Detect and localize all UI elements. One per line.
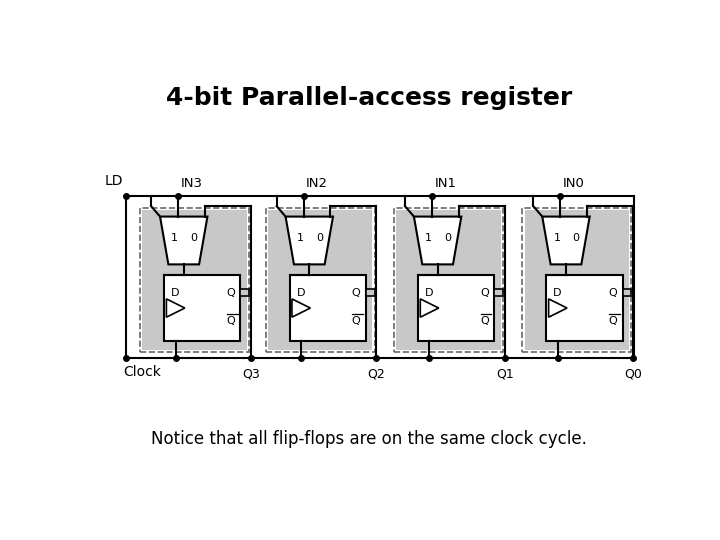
Bar — [240, 289, 249, 296]
Text: Q: Q — [226, 316, 235, 326]
Bar — [143, 210, 247, 350]
Bar — [268, 210, 372, 350]
Polygon shape — [414, 217, 462, 265]
Polygon shape — [286, 217, 333, 265]
Bar — [546, 275, 623, 341]
Text: D: D — [297, 288, 305, 298]
Polygon shape — [420, 299, 438, 317]
Text: Q: Q — [351, 316, 360, 326]
Text: IN3: IN3 — [181, 177, 202, 190]
Text: IN1: IN1 — [434, 177, 456, 190]
Text: Q: Q — [226, 288, 235, 298]
Text: Notice that all flip-flops are on the same clock cycle.: Notice that all flip-flops are on the sa… — [151, 430, 587, 448]
Polygon shape — [166, 299, 185, 317]
Polygon shape — [160, 217, 207, 265]
Text: D: D — [171, 288, 179, 298]
Text: 0: 0 — [572, 233, 580, 244]
Text: Clock: Clock — [124, 366, 161, 380]
Polygon shape — [549, 299, 567, 317]
Text: 1: 1 — [171, 233, 179, 244]
Polygon shape — [542, 217, 590, 265]
Bar — [418, 275, 494, 341]
Text: IN2: IN2 — [306, 177, 328, 190]
Text: Q: Q — [480, 288, 489, 298]
Text: Q1: Q1 — [496, 367, 513, 380]
Text: Q: Q — [351, 288, 360, 298]
Text: Q: Q — [480, 316, 489, 326]
Text: Q2: Q2 — [368, 367, 385, 380]
Bar — [494, 289, 503, 296]
Text: 0: 0 — [316, 233, 323, 244]
Bar — [164, 275, 240, 341]
Text: LD: LD — [105, 174, 124, 188]
Text: 0: 0 — [190, 233, 197, 244]
Bar — [525, 210, 629, 350]
Bar — [289, 275, 366, 341]
Text: 1: 1 — [554, 233, 561, 244]
Text: Q: Q — [608, 288, 617, 298]
Text: D: D — [553, 288, 562, 298]
Text: 1: 1 — [426, 233, 432, 244]
Text: Q3: Q3 — [242, 367, 260, 380]
Text: Q0: Q0 — [624, 367, 642, 380]
Bar — [623, 289, 631, 296]
Text: IN0: IN0 — [562, 177, 585, 190]
Bar — [366, 289, 375, 296]
Text: 4-bit Parallel-access register: 4-bit Parallel-access register — [166, 86, 572, 110]
Text: D: D — [425, 288, 433, 298]
Text: Q: Q — [608, 316, 617, 326]
Text: 1: 1 — [297, 233, 304, 244]
Polygon shape — [292, 299, 310, 317]
Text: 0: 0 — [444, 233, 451, 244]
Bar — [396, 210, 500, 350]
